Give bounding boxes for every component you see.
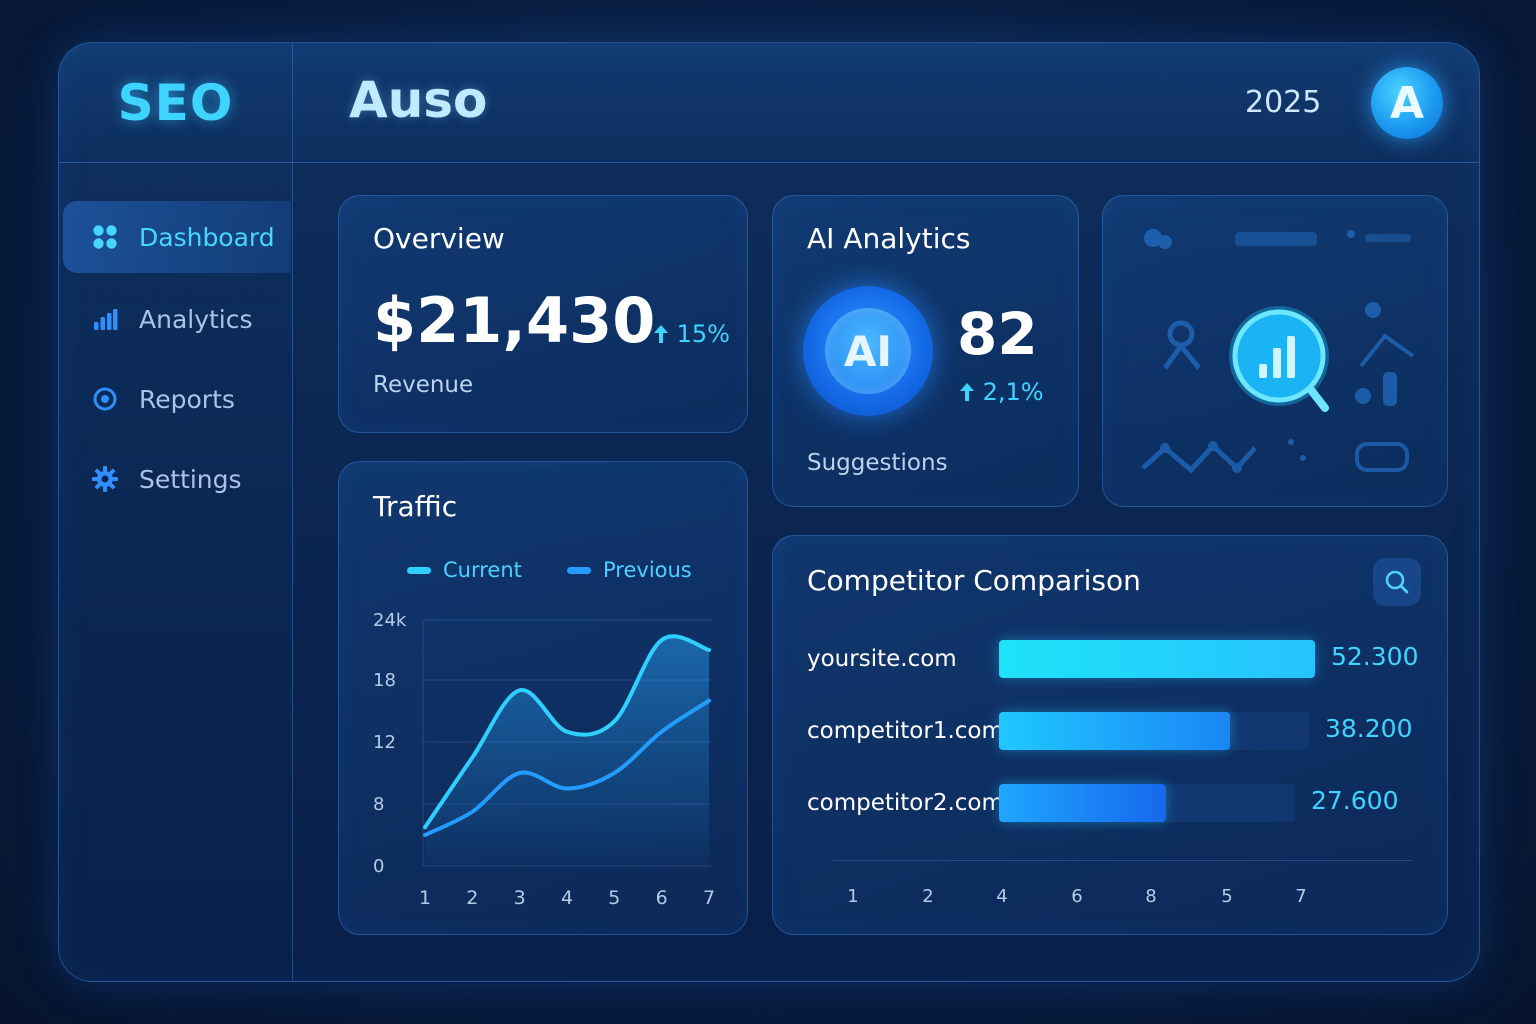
card-title: AI Analytics bbox=[807, 222, 971, 255]
revenue-delta-value: 15% bbox=[676, 320, 730, 348]
x-tick-label: 7 bbox=[1295, 886, 1307, 907]
y-tick-label: 18 bbox=[373, 670, 396, 691]
series-line-previous bbox=[423, 698, 711, 837]
x-tick-label: 8 bbox=[1145, 886, 1157, 907]
series-line-current bbox=[423, 634, 711, 830]
overview-card: Overview $21,430 15% Revenue bbox=[338, 195, 748, 433]
bar-value-label: 27.600 bbox=[1311, 786, 1399, 815]
search-icon bbox=[1385, 570, 1409, 594]
sidebar-item-label: Reports bbox=[139, 384, 235, 414]
card-title: Overview bbox=[373, 222, 505, 255]
sidebar-item-label: Settings bbox=[139, 464, 242, 494]
search-button[interactable] bbox=[1373, 558, 1421, 606]
x-tick-label: 2 bbox=[922, 886, 934, 907]
competitor-card: Competitor Comparison yoursite.com 52.300… bbox=[772, 535, 1448, 935]
ai-badge: AI bbox=[803, 286, 933, 416]
y-tick-label: 8 bbox=[373, 794, 384, 815]
site-label: competitor2.com bbox=[807, 790, 1004, 816]
header: SEO Auso 2025 A bbox=[59, 43, 1479, 163]
legend-swatch bbox=[567, 566, 591, 574]
x-tick-label: 5 bbox=[1221, 886, 1233, 907]
sidebar-item-dashboard[interactable]: Dashboard bbox=[63, 201, 291, 273]
dashboard-window: SEO Auso 2025 A Dashboard bbox=[58, 42, 1480, 982]
y-tick-label: 0 bbox=[373, 856, 384, 877]
x-tick-label: 3 bbox=[514, 887, 526, 909]
gear-icon bbox=[91, 465, 119, 493]
suggestions-delta-value: 2,1% bbox=[982, 378, 1044, 406]
revenue-delta: 15% bbox=[653, 320, 730, 348]
bar-chart-icon bbox=[91, 305, 119, 333]
avatar[interactable]: A bbox=[1371, 67, 1443, 139]
x-tick-label: 5 bbox=[608, 887, 620, 909]
chart-title: Traffic bbox=[373, 490, 458, 523]
x-tick-label: 4 bbox=[996, 886, 1008, 907]
legend-current: Current bbox=[407, 558, 522, 582]
suggestions-delta: 2,1% bbox=[959, 378, 1044, 406]
arrow-up-icon bbox=[960, 383, 974, 401]
y-tick-label: 12 bbox=[373, 732, 396, 753]
traffic-card: Traffic Current Previous 0 8 12 18 24k 1 2 3 4 5 6… bbox=[338, 461, 748, 935]
brand-logo: SEO bbox=[59, 43, 293, 163]
site-label: yoursite.com bbox=[807, 646, 957, 672]
year-label: 2025 bbox=[1245, 85, 1322, 120]
legend-swatch bbox=[407, 566, 431, 574]
y-tick-label: 24k bbox=[373, 610, 407, 631]
bar bbox=[999, 640, 1315, 678]
sidebar-item-settings[interactable]: Settings bbox=[63, 443, 291, 515]
x-tick-label: 4 bbox=[561, 887, 573, 909]
x-tick-label: 1 bbox=[847, 886, 859, 907]
legend-label: Current bbox=[443, 558, 522, 582]
x-tick-label: 7 bbox=[703, 887, 715, 909]
revenue-label: Revenue bbox=[373, 372, 474, 398]
sidebar-item-analytics[interactable]: Analytics bbox=[63, 283, 291, 355]
site-label: competitor1.com bbox=[807, 718, 1004, 744]
x-tick-label: 6 bbox=[656, 887, 668, 909]
bar-value-label: 38.200 bbox=[1325, 714, 1413, 743]
x-tick-label: 2 bbox=[466, 887, 478, 909]
bar bbox=[999, 712, 1230, 750]
legend-previous: Previous bbox=[567, 558, 692, 582]
x-tick-label: 1 bbox=[419, 887, 431, 909]
arrow-up-icon bbox=[654, 325, 668, 343]
magnifier-chart-icon bbox=[1229, 306, 1329, 412]
revenue-value: $21,430 bbox=[373, 284, 656, 357]
illustration-card bbox=[1102, 195, 1448, 507]
bar-value-label: 52.300 bbox=[1331, 642, 1419, 671]
sidebar-item-label: Dashboard bbox=[139, 222, 275, 252]
chart-title: Competitor Comparison bbox=[807, 564, 1141, 597]
target-icon bbox=[91, 385, 119, 413]
analytics-illustration bbox=[1141, 229, 1415, 474]
suggestions-label: Suggestions bbox=[807, 450, 948, 476]
sidebar-item-reports[interactable]: Reports bbox=[63, 363, 291, 435]
legend-label: Previous bbox=[603, 558, 692, 582]
sidebar: Dashboard Analytics Reports bbox=[59, 163, 293, 981]
grid-icon bbox=[91, 223, 119, 251]
bar bbox=[999, 784, 1166, 822]
x-tick-label: 6 bbox=[1071, 886, 1083, 907]
ai-badge-label: AI bbox=[825, 308, 911, 394]
suggestions-value: 82 bbox=[957, 300, 1038, 368]
app-title: Auso bbox=[349, 71, 488, 129]
ai-analytics-card: AI Analytics AI 82 2,1% Suggestions bbox=[772, 195, 1079, 507]
series-area-current bbox=[425, 636, 709, 866]
axis-line bbox=[833, 860, 1413, 861]
sidebar-item-label: Analytics bbox=[139, 304, 253, 334]
